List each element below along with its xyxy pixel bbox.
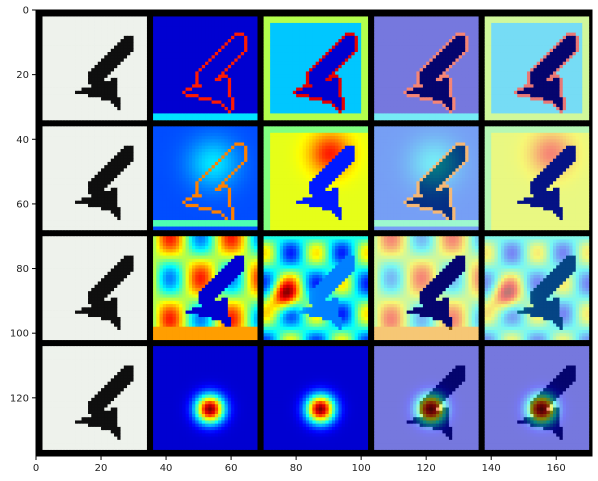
x-tick-label: 0 xyxy=(33,463,39,474)
x-tick-label: 60 xyxy=(225,463,238,474)
tile-r1-c3 xyxy=(374,126,479,231)
tile-r0-c4 xyxy=(484,16,590,121)
x-tick-label: 160 xyxy=(547,463,566,474)
y-tick-label: 0 xyxy=(23,6,29,17)
tile-r0-c3 xyxy=(374,16,479,121)
tile-r1-c4 xyxy=(484,126,590,231)
tile-r1-c1 xyxy=(153,126,258,231)
x-tick-label: 120 xyxy=(417,463,436,474)
tile-r2-c3 xyxy=(374,236,479,341)
x-tick-label: 140 xyxy=(482,463,501,474)
tile-r0-c2 xyxy=(263,16,369,121)
y-tick-label: 100 xyxy=(10,329,29,340)
y-tick-label: 120 xyxy=(10,393,29,404)
y-tick-label: 40 xyxy=(16,135,29,146)
image-grid xyxy=(42,16,590,450)
y-tick-label: 60 xyxy=(16,199,29,210)
x-tick-label: 80 xyxy=(290,463,303,474)
tile-r3-c4 xyxy=(484,346,590,450)
y-tick-label: 80 xyxy=(16,264,29,275)
tile-r3-c1 xyxy=(153,346,258,450)
tile-r2-c0 xyxy=(42,236,147,341)
tile-r3-c0 xyxy=(42,346,147,450)
tile-r2-c1 xyxy=(153,236,258,341)
tile-r2-c4 xyxy=(484,236,590,341)
y-tick-label: 20 xyxy=(16,70,29,81)
tile-r0-c0 xyxy=(42,16,147,121)
tile-r3-c3 xyxy=(374,346,479,450)
x-tick-label: 40 xyxy=(160,463,173,474)
axes-frame xyxy=(35,9,593,457)
tile-r1-c0 xyxy=(42,126,147,231)
tile-r2-c2 xyxy=(263,236,369,341)
tile-r3-c2 xyxy=(263,346,369,450)
axes: 0 20 40 60 80 100 120 140 160 0 20 40 60 80 100 120 xyxy=(10,6,593,474)
tile-r1-c2 xyxy=(263,126,369,231)
x-tick-label: 20 xyxy=(95,463,108,474)
tile-r0-c1 xyxy=(153,16,258,121)
x-tick-label: 100 xyxy=(352,463,371,474)
